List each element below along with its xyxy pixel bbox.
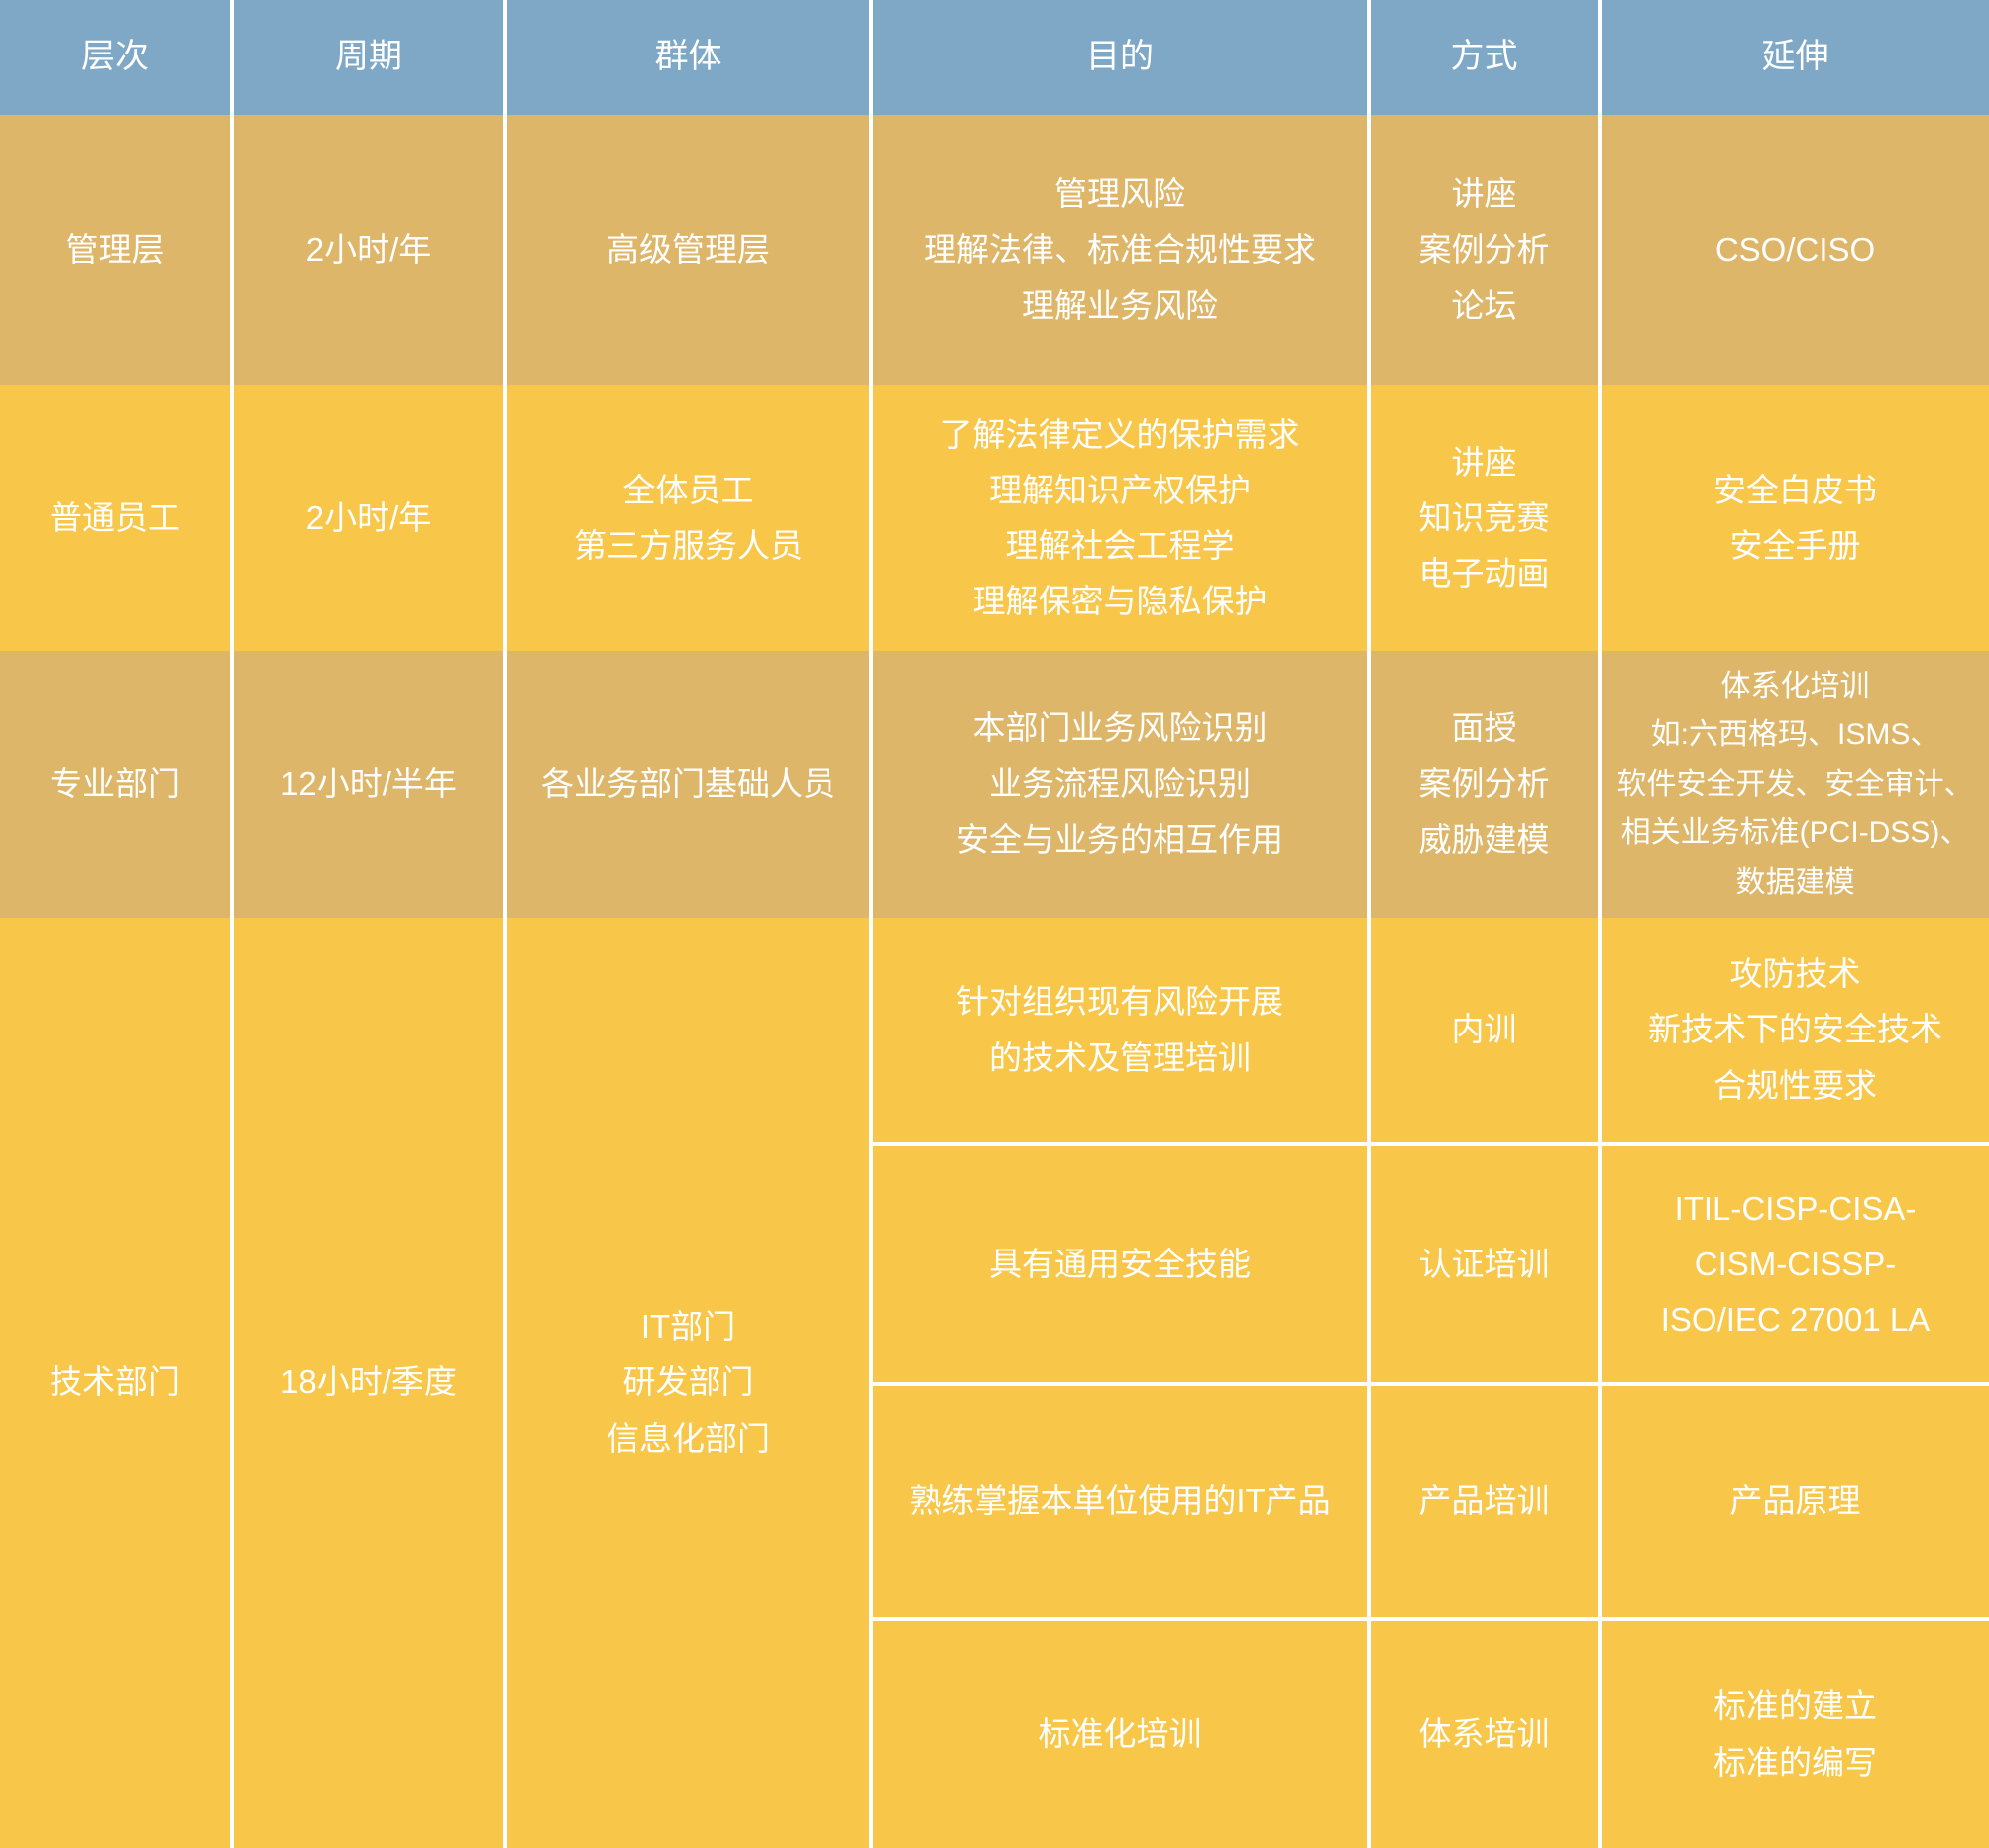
- management-group: 高级管理层: [507, 115, 873, 385]
- general-staff-level: 普通员工: [0, 385, 234, 651]
- management-level: 管理层: [0, 115, 234, 385]
- professional-dept-purpose: 本部门业务风险识别 业务流程风险识别 安全与业务的相互作用: [873, 651, 1371, 918]
- header-purpose: 目的: [873, 0, 1371, 115]
- technical-dept-level: 技术部门: [0, 918, 234, 1848]
- general-staff-group: 全体员工 第三方服务人员: [507, 385, 873, 651]
- system-training-method: 体系培训: [1371, 1617, 1602, 1848]
- internal-training-method: 内训: [1371, 918, 1602, 1142]
- product-training-extension: 产品原理: [1602, 1382, 1989, 1617]
- general-staff-extension: 安全白皮书 安全手册: [1602, 385, 1989, 651]
- general-staff-method: 讲座 知识竞赛 电子动画: [1371, 385, 1602, 651]
- professional-dept-group: 各业务部门基础人员: [507, 651, 873, 918]
- system-training-extension: 标准的建立 标准的编写: [1602, 1617, 1989, 1848]
- management-method: 讲座 案例分析 论坛: [1371, 115, 1602, 385]
- certification-training-extension: ITIL-CISP-CISA- CISM-CISSP- ISO/IEC 2700…: [1602, 1142, 1989, 1382]
- product-training-purpose: 熟练掌握本单位使用的IT产品: [873, 1382, 1371, 1617]
- certification-training-method: 认证培训: [1371, 1142, 1602, 1382]
- internal-training-extension: 攻防技术 新技术下的安全技术 合规性要求: [1602, 918, 1989, 1142]
- header-period: 周期: [234, 0, 507, 115]
- technical-dept-group: IT部门 研发部门 信息化部门: [507, 918, 873, 1848]
- header-group: 群体: [507, 0, 873, 115]
- professional-dept-period: 12小时/半年: [234, 651, 507, 918]
- management-extension: CSO/CISO: [1602, 115, 1989, 385]
- management-purpose: 管理风险 理解法律、标准合规性要求 理解业务风险: [873, 115, 1371, 385]
- professional-dept-extension: 体系化培训 如:六西格玛、ISMS、 软件安全开发、安全审计、 相关业务标准(P…: [1602, 651, 1989, 918]
- professional-dept-level: 专业部门: [0, 651, 234, 918]
- certification-training-purpose: 具有通用安全技能: [873, 1142, 1371, 1382]
- management-period: 2小时/年: [234, 115, 507, 385]
- general-staff-purpose: 了解法律定义的保护需求 理解知识产权保护 理解社会工程学 理解保密与隐私保护: [873, 385, 1371, 651]
- product-training-method: 产品培训: [1371, 1382, 1602, 1617]
- header-level: 层次: [0, 0, 234, 115]
- technical-dept-period: 18小时/季度: [234, 918, 507, 1848]
- system-training-purpose: 标准化培训: [873, 1617, 1371, 1848]
- header-extension: 延伸: [1602, 0, 1989, 115]
- professional-dept-method: 面授 案例分析 威胁建模: [1371, 651, 1602, 918]
- general-staff-period: 2小时/年: [234, 385, 507, 651]
- header-method: 方式: [1371, 0, 1602, 115]
- internal-training-purpose: 针对组织现有风险开展 的技术及管理培训: [873, 918, 1371, 1142]
